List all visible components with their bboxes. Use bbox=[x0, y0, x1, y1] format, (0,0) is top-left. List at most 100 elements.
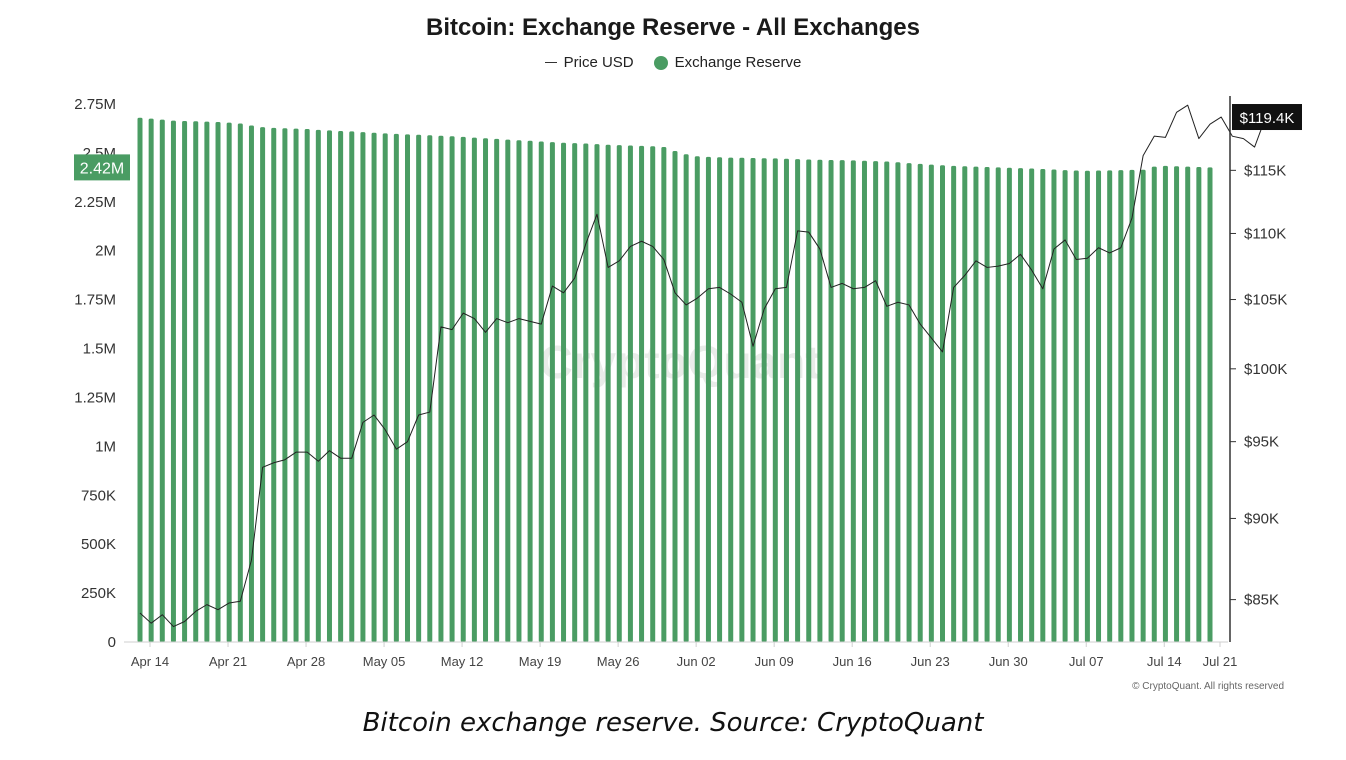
reserve-bar bbox=[1207, 167, 1213, 642]
reserve-bar bbox=[627, 145, 633, 642]
reserve-bar bbox=[717, 157, 723, 642]
reserve-bar bbox=[828, 159, 834, 642]
y-right-tick-label: $100K bbox=[1244, 361, 1287, 378]
reserve-bar bbox=[1029, 168, 1035, 642]
reserve-bar bbox=[817, 159, 823, 642]
reserve-bar bbox=[471, 137, 477, 642]
reserve-bar bbox=[683, 154, 689, 642]
reserve-bar bbox=[405, 134, 410, 642]
reserve-bar bbox=[248, 125, 254, 642]
x-tick-label: May 05 bbox=[363, 654, 406, 669]
reserve-bar bbox=[795, 159, 801, 643]
reserve-bar bbox=[1096, 170, 1102, 642]
reserve-bar bbox=[460, 136, 466, 642]
reserve-bar bbox=[605, 144, 611, 642]
dot-swatch-icon bbox=[653, 55, 668, 70]
y-right-tick-label: $90K bbox=[1244, 510, 1279, 527]
reserve-bar bbox=[884, 161, 890, 642]
reserve-bar bbox=[315, 129, 321, 642]
reserve-bar bbox=[583, 143, 589, 642]
current-reserve-label: 2.42M bbox=[80, 160, 124, 177]
watermark: CryptoQuant bbox=[539, 336, 820, 388]
legend-item-price[interactable]: Price USD bbox=[544, 54, 634, 71]
x-tick-label: Jun 09 bbox=[755, 654, 794, 669]
reserve-bar bbox=[293, 128, 299, 642]
reserve-bar bbox=[1062, 170, 1068, 642]
reserve-bar bbox=[572, 143, 578, 642]
reserve-bar bbox=[505, 139, 511, 643]
reserve-bar bbox=[873, 161, 879, 642]
y-left-tick-label: 750K bbox=[81, 487, 116, 504]
reserve-bar bbox=[282, 128, 288, 642]
reserve-bar bbox=[750, 158, 756, 642]
reserve-bar bbox=[527, 140, 533, 642]
chart-title: Bitcoin: Exchange Reserve - All Exchange… bbox=[426, 14, 920, 41]
reserve-bar bbox=[1073, 170, 1079, 642]
reserve-bar bbox=[1174, 166, 1180, 642]
reserve-bar bbox=[850, 160, 856, 642]
reserve-bar bbox=[360, 132, 366, 643]
current-price-tag bbox=[1232, 104, 1302, 131]
reserve-bar bbox=[694, 156, 700, 643]
y-right-tick-label: $115K bbox=[1244, 162, 1286, 179]
reserve-bar bbox=[806, 159, 812, 642]
x-tick-label: Apr 21 bbox=[209, 654, 247, 669]
reserve-bar bbox=[940, 165, 945, 643]
reserve-bar bbox=[137, 117, 143, 642]
y-left-tick-label: 2M bbox=[95, 243, 116, 260]
reserve-bar bbox=[338, 131, 344, 642]
y-left-tick-label: 250K bbox=[81, 585, 116, 602]
x-tick-label: Jun 02 bbox=[677, 654, 716, 669]
y-left-tick-label: 1.25M bbox=[74, 389, 116, 406]
reserve-bar bbox=[973, 166, 979, 642]
reserve-bar bbox=[1084, 170, 1090, 642]
reserve-bar bbox=[984, 166, 990, 643]
reserve-bar bbox=[728, 157, 734, 642]
reserve-bar bbox=[215, 122, 221, 642]
reserve-bar bbox=[516, 140, 522, 642]
line-swatch-icon bbox=[544, 61, 557, 64]
y-left-tick-label: 1.75M bbox=[74, 292, 116, 309]
x-tick-label: Jun 30 bbox=[989, 654, 1028, 669]
x-tick-label: May 19 bbox=[519, 654, 562, 669]
reserve-bar bbox=[304, 129, 310, 643]
x-tick-label: Apr 14 bbox=[131, 654, 169, 669]
reserve-bar bbox=[917, 163, 923, 643]
chart-canvas: CryptoQuant 0 250K 500K 750K 1M 1.25M 1.5M 1.75M… bbox=[74, 96, 1302, 692]
reserve-bar bbox=[650, 146, 656, 642]
reserve-bar bbox=[1185, 166, 1191, 642]
reserve-bar bbox=[170, 120, 176, 642]
reserve-bar bbox=[349, 131, 355, 642]
reserve-bar bbox=[427, 135, 433, 643]
current-price-label: $119.4K bbox=[1240, 110, 1295, 127]
current-reserve-tag bbox=[74, 154, 130, 181]
reserve-bar bbox=[382, 133, 388, 642]
reserve-bar bbox=[204, 121, 210, 643]
reserve-bar bbox=[594, 144, 600, 643]
reserve-bar bbox=[839, 160, 845, 642]
reserve-bar bbox=[761, 158, 767, 642]
reserve-bar bbox=[616, 145, 622, 642]
reserve-bar bbox=[861, 160, 867, 643]
x-tick-label: May 12 bbox=[441, 654, 484, 669]
reserve-bar bbox=[226, 122, 232, 643]
x-tick-label: Jun 23 bbox=[911, 654, 950, 669]
reserve-bar bbox=[483, 138, 489, 643]
reserve-bar bbox=[182, 121, 188, 642]
reserve-bar bbox=[951, 165, 957, 642]
x-tick-label: Jul 07 bbox=[1069, 654, 1104, 669]
y-left-tick-label: 1.5M bbox=[83, 341, 116, 358]
legend: Price USD Exchange Reserve bbox=[0, 54, 1346, 71]
reserve-bar bbox=[449, 136, 455, 642]
y-left-tick-label: 0 bbox=[108, 634, 116, 651]
legend-item-reserve[interactable]: Exchange Reserve bbox=[653, 54, 801, 71]
figure-caption: Bitcoin exchange reserve. Source: Crypto… bbox=[362, 708, 984, 738]
reserve-bar bbox=[1162, 165, 1168, 642]
reserve-bar bbox=[705, 156, 711, 642]
x-tick-label: Jun 16 bbox=[833, 654, 872, 669]
reserve-bar bbox=[906, 163, 912, 642]
reserve-bar bbox=[739, 157, 745, 643]
reserve-bar bbox=[416, 134, 422, 642]
reserve-bar bbox=[494, 138, 500, 642]
legend-label-price: Price USD bbox=[563, 54, 634, 71]
